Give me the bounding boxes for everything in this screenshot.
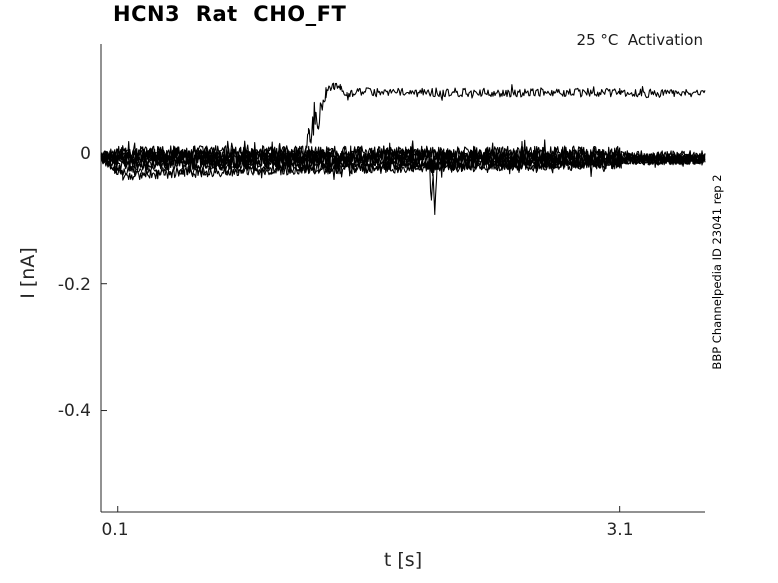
x-tick-label-first: 0.1 [101,520,129,540]
trace-sweep-baseline-e [100,139,706,167]
y-tick-label-minus02: -0.2 [57,275,91,295]
x-axis-label: t [s] [383,549,423,571]
temperature-mode-annotation: 25 °C Activation [576,31,703,49]
trace-sweep-activating [100,82,706,169]
x-tick-label-second: 3.1 [606,520,634,540]
chart-title: HCN3 Rat CHO_FT [113,2,347,26]
y-tick-label-minus04: -0.4 [57,401,91,421]
trace-sweep-baseline-f [101,151,706,179]
y-tick-label-zero: 0 [80,144,91,164]
